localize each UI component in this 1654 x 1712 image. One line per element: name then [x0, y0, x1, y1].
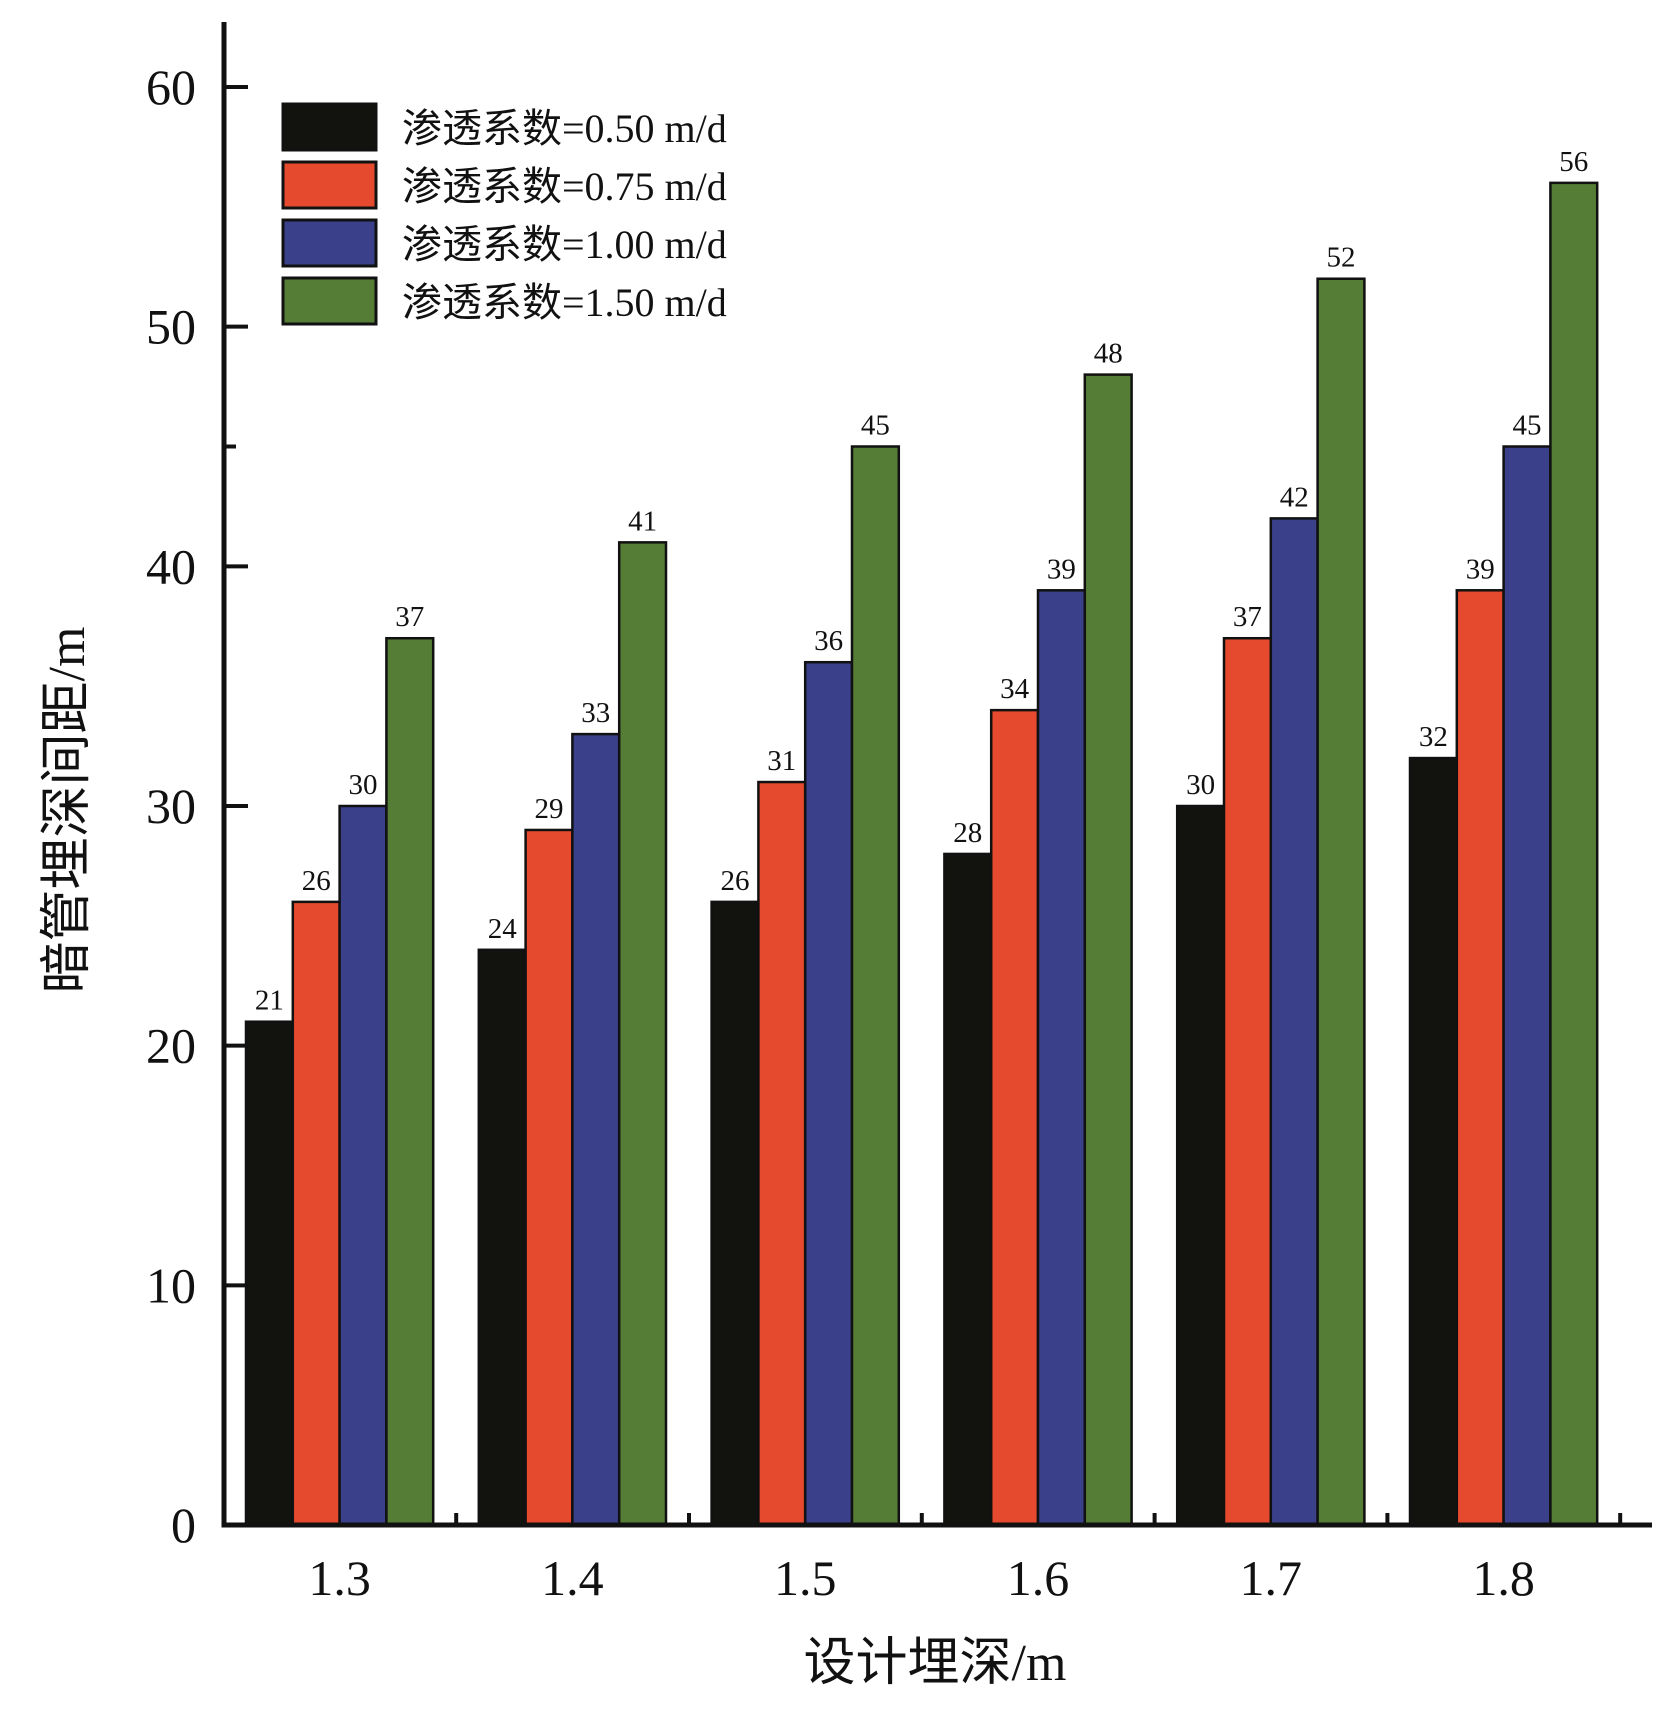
value-labels-layer: 21 26 30 37 24 29 33 41 26 31 36 45 28 34 39 48 30 37 42 52… [255, 146, 1588, 1017]
value-label: 34 [1000, 673, 1030, 705]
value-label: 36 [814, 625, 843, 657]
legend-swatch [281, 276, 378, 326]
y-ticks-layer: 0 10 20 30 40 50 60 [146, 59, 248, 1553]
legend-label: 渗透系数=1.00 m/d [402, 222, 727, 267]
bar-1.6-series-3 [1036, 589, 1087, 1527]
value-label: 29 [535, 793, 564, 825]
legend-label: 渗透系数=1.50 m/d [402, 280, 727, 325]
bar-1.5-series-1 [710, 900, 760, 1527]
bar-1.4-series-3 [571, 732, 621, 1527]
x-tick-label: 1.8 [1472, 1550, 1535, 1606]
x-axis-title: 设计埋深/m [804, 1635, 1067, 1692]
value-label: 42 [1280, 481, 1309, 513]
y-tick-label: 0 [171, 1497, 196, 1553]
value-label: 37 [1233, 601, 1262, 633]
value-label: 26 [721, 865, 750, 897]
legend-swatch [281, 218, 378, 268]
bar-1.3-series-1 [244, 1020, 295, 1527]
x-tick-label: 1.5 [774, 1550, 837, 1606]
value-label: 28 [953, 817, 982, 849]
value-label: 30 [349, 769, 378, 801]
bar-1.8-series-4 [1549, 181, 1599, 1527]
bar-1.8-series-2 [1455, 589, 1505, 1527]
value-label: 56 [1559, 146, 1588, 178]
y-tick-label: 10 [146, 1257, 196, 1313]
y-tick-label: 40 [146, 538, 196, 594]
bar-1.3-series-3 [338, 804, 388, 1527]
value-label: 52 [1327, 242, 1356, 274]
axes-layer [221, 22, 1652, 1528]
bar-1.6-series-2 [989, 708, 1040, 1527]
value-label: 33 [581, 697, 610, 729]
y-tick-label: 50 [146, 299, 196, 355]
bar-1.7-series-2 [1222, 636, 1273, 1527]
x-tick-label: 1.7 [1240, 1550, 1303, 1606]
value-label: 39 [1047, 553, 1076, 585]
bar-1.7-series-4 [1316, 277, 1366, 1527]
value-label: 41 [628, 505, 657, 537]
bar-1.3-series-4 [385, 636, 435, 1527]
bar-1.6-series-4 [1083, 373, 1133, 1527]
value-label: 30 [1186, 769, 1215, 801]
legend-swatch [281, 102, 378, 152]
bar-1.8-series-3 [1502, 445, 1552, 1527]
legend: 渗透系数=0.50 m/d 渗透系数=0.75 m/d 渗透系数=1.00 m/d 渗… [281, 102, 727, 326]
value-label: 45 [861, 410, 890, 442]
x-tick-label: 1.3 [308, 1550, 371, 1606]
legend-label: 渗透系数=0.50 m/d [402, 106, 727, 151]
value-label: 45 [1513, 410, 1542, 442]
legend-label: 渗透系数=0.75 m/d [402, 164, 727, 209]
x-ticks-layer: 1.3 1.4 1.5 1.6 1.7 1.8 [308, 1513, 1623, 1606]
bars-layer [244, 181, 1599, 1527]
bar-1.4-series-1 [477, 948, 527, 1527]
bar-1.6-series-1 [943, 852, 993, 1527]
y-tick-label: 30 [146, 778, 196, 834]
x-tick-label: 1.4 [541, 1550, 604, 1606]
bar-1.5-series-4 [850, 445, 901, 1527]
x-tick-label: 1.6 [1007, 1550, 1070, 1606]
value-label: 26 [302, 865, 331, 897]
value-label: 32 [1419, 721, 1448, 753]
value-label: 31 [767, 745, 796, 777]
value-label: 48 [1094, 338, 1123, 370]
bar-1.4-series-4 [617, 541, 668, 1527]
bar-1.4-series-2 [524, 828, 574, 1527]
bar-1.7-series-1 [1175, 804, 1226, 1527]
value-label: 39 [1466, 553, 1495, 585]
y-tick-label: 60 [146, 59, 196, 115]
bar-1.5-series-2 [757, 780, 807, 1527]
y-axis-title: 暗管埋深间距/m [39, 627, 96, 994]
value-label: 21 [255, 985, 284, 1017]
value-label: 37 [395, 601, 424, 633]
bar-1.5-series-3 [803, 660, 854, 1527]
legend-swatch [281, 160, 378, 210]
bar-1.7-series-3 [1269, 517, 1319, 1527]
bar-1.3-series-2 [291, 900, 341, 1527]
y-tick-label: 20 [146, 1018, 196, 1074]
value-label: 24 [488, 913, 518, 945]
bar-1.8-series-1 [1408, 756, 1459, 1527]
